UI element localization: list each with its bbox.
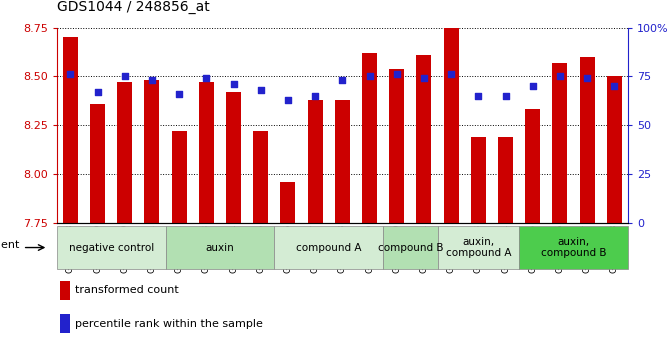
Bar bbox=[118, 82, 132, 223]
Text: compound B: compound B bbox=[377, 243, 443, 253]
Text: auxin: auxin bbox=[206, 243, 234, 253]
Bar bbox=[57, 226, 166, 269]
Bar bbox=[383, 226, 438, 269]
Bar bbox=[471, 137, 486, 223]
Text: GDS1044 / 248856_at: GDS1044 / 248856_at bbox=[57, 0, 210, 14]
Text: auxin,
compound A: auxin, compound A bbox=[446, 237, 511, 258]
Bar bbox=[199, 82, 214, 223]
Bar bbox=[63, 37, 78, 223]
Bar bbox=[172, 131, 186, 223]
Point bbox=[228, 81, 239, 87]
Point bbox=[554, 73, 565, 79]
Point bbox=[147, 78, 158, 83]
Point bbox=[310, 93, 321, 99]
Bar bbox=[226, 92, 241, 223]
Text: compound A: compound A bbox=[296, 243, 361, 253]
Bar bbox=[335, 100, 350, 223]
Point bbox=[92, 89, 103, 95]
Point bbox=[500, 93, 511, 99]
Bar bbox=[580, 57, 595, 223]
Point bbox=[201, 76, 212, 81]
Bar bbox=[552, 63, 567, 223]
Point bbox=[337, 78, 347, 83]
Bar bbox=[525, 109, 540, 223]
Point bbox=[255, 87, 266, 93]
Text: negative control: negative control bbox=[69, 243, 154, 253]
Bar bbox=[275, 226, 383, 269]
Bar bbox=[253, 131, 269, 223]
Bar bbox=[281, 181, 295, 223]
Bar bbox=[444, 28, 459, 223]
Bar bbox=[438, 226, 519, 269]
Bar bbox=[59, 314, 70, 333]
Bar bbox=[498, 137, 513, 223]
Point bbox=[283, 97, 293, 102]
Point bbox=[473, 93, 484, 99]
Bar bbox=[166, 226, 275, 269]
Text: auxin,
compound B: auxin, compound B bbox=[541, 237, 607, 258]
Point bbox=[65, 72, 75, 77]
Point bbox=[120, 73, 130, 79]
Bar bbox=[90, 104, 105, 223]
Text: agent: agent bbox=[0, 240, 20, 250]
Point bbox=[446, 72, 456, 77]
Bar bbox=[362, 53, 377, 223]
Point bbox=[364, 73, 375, 79]
Bar bbox=[144, 80, 160, 223]
Point bbox=[582, 76, 593, 81]
Point bbox=[609, 83, 620, 89]
Point bbox=[174, 91, 184, 97]
Bar bbox=[416, 55, 432, 223]
Text: transformed count: transformed count bbox=[75, 286, 179, 295]
Point bbox=[391, 72, 402, 77]
Point bbox=[419, 76, 430, 81]
Bar bbox=[389, 69, 404, 223]
Bar bbox=[59, 281, 70, 300]
Text: percentile rank within the sample: percentile rank within the sample bbox=[75, 319, 263, 328]
Point bbox=[528, 83, 538, 89]
Bar bbox=[308, 100, 323, 223]
Bar bbox=[519, 226, 628, 269]
Bar bbox=[607, 76, 622, 223]
